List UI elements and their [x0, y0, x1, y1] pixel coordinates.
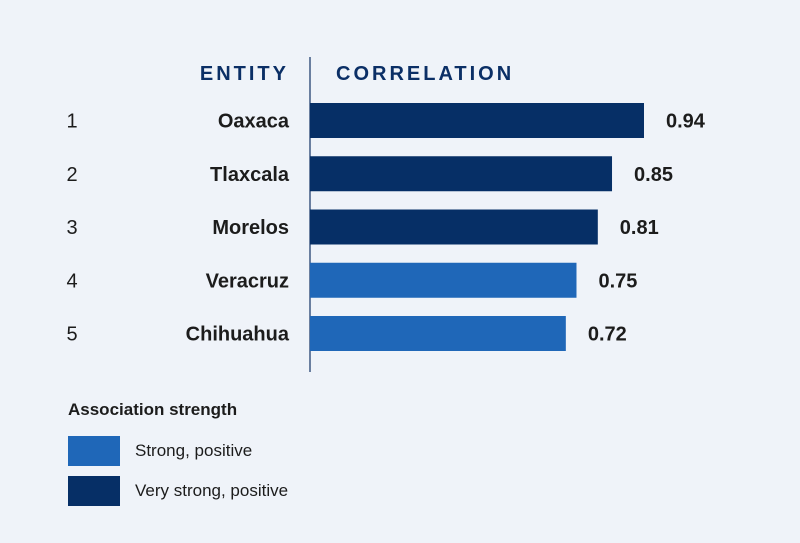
- value-label: 0.75: [598, 270, 637, 292]
- correlation-bar: [310, 316, 566, 351]
- value-label: 0.85: [634, 164, 673, 186]
- legend-item-strong: Strong, positive: [68, 436, 288, 466]
- legend-swatch-strong: [68, 436, 120, 466]
- legend-label-very-strong: Very strong, positive: [135, 481, 289, 500]
- value-label: 0.94: [666, 111, 706, 133]
- value-label: 0.72: [588, 324, 627, 346]
- legend-title: Association strength: [68, 400, 238, 419]
- chart-rows: 1 Oaxaca 0.94 2 Tlaxcala 0.85 3 Morelos 0.81 4 Ver…: [66, 103, 706, 351]
- entity-label: Morelos: [212, 217, 289, 239]
- entity-header: ENTITY: [200, 63, 289, 85]
- rank-label: 2: [66, 164, 77, 186]
- value-label: 0.81: [620, 217, 659, 239]
- rank-label: 5: [66, 324, 77, 346]
- correlation-bar: [310, 262, 577, 298]
- entity-label: Chihuahua: [186, 324, 290, 346]
- correlation-bar-chart: ENTITY CORRELATION 1 Oaxaca 0.94 2 Tlaxcala 0…: [66, 57, 706, 372]
- correlation-bar: [310, 103, 644, 138]
- correlation-bar: [310, 156, 613, 192]
- entity-label: Oaxaca: [218, 111, 290, 133]
- rank-label: 4: [66, 270, 77, 292]
- rank-label: 3: [66, 217, 77, 239]
- legend-swatch-very-strong: [68, 476, 120, 506]
- entity-label: Veracruz: [206, 270, 289, 292]
- correlation-header: CORRELATION: [336, 63, 514, 85]
- rank-label: 1: [66, 111, 77, 133]
- legend-item-very-strong: Very strong, positive: [68, 476, 288, 506]
- entity-label: Tlaxcala: [210, 164, 290, 186]
- legend: Association strength Strong, positive Ve…: [68, 400, 288, 516]
- correlation-bar: [310, 209, 598, 245]
- legend-label-strong: Strong, positive: [135, 441, 253, 460]
